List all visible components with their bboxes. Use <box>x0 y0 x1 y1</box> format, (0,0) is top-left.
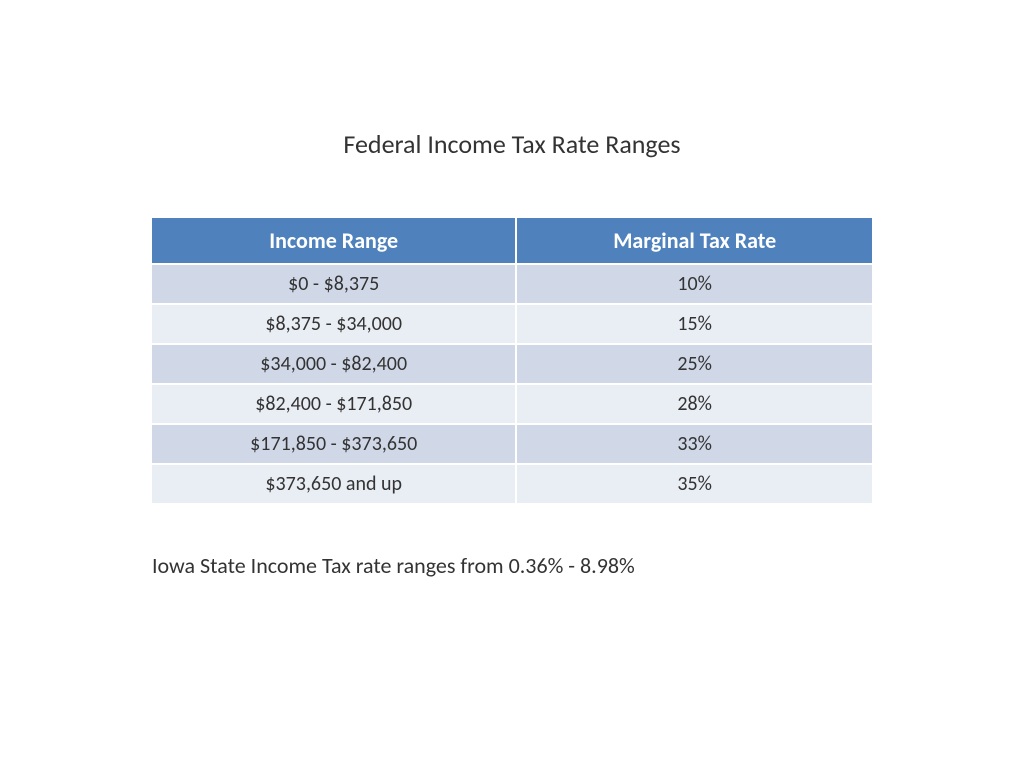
table-row: $171,850 - $373,650 33% <box>152 424 872 464</box>
table-header-row: Income Range Marginal Tax Rate <box>152 218 872 264</box>
table-header-rate: Marginal Tax Rate <box>516 218 872 264</box>
table-cell-income: $34,000 - $82,400 <box>152 344 516 384</box>
table-cell-rate: 28% <box>516 384 872 424</box>
table-cell-rate: 25% <box>516 344 872 384</box>
table-row: $82,400 - $171,850 28% <box>152 384 872 424</box>
table-cell-income: $171,850 - $373,650 <box>152 424 516 464</box>
table-cell-rate: 15% <box>516 304 872 344</box>
table-row: $34,000 - $82,400 25% <box>152 344 872 384</box>
table-row: $0 - $8,375 10% <box>152 264 872 304</box>
footnote-text: Iowa State Income Tax rate ranges from 0… <box>152 552 635 579</box>
table-cell-income: $373,650 and up <box>152 464 516 503</box>
table-cell-rate: 35% <box>516 464 872 503</box>
table-cell-income: $8,375 - $34,000 <box>152 304 516 344</box>
page-title: Federal Income Tax Rate Ranges <box>0 128 1024 160</box>
table-row: $8,375 - $34,000 15% <box>152 304 872 344</box>
table-cell-income: $82,400 - $171,850 <box>152 384 516 424</box>
table-cell-rate: 33% <box>516 424 872 464</box>
table-header-income: Income Range <box>152 218 516 264</box>
tax-table: Income Range Marginal Tax Rate $0 - $8,3… <box>152 218 872 503</box>
table-cell-rate: 10% <box>516 264 872 304</box>
table-cell-income: $0 - $8,375 <box>152 264 516 304</box>
table-row: $373,650 and up 35% <box>152 464 872 503</box>
tax-table-container: Income Range Marginal Tax Rate $0 - $8,3… <box>152 218 872 503</box>
